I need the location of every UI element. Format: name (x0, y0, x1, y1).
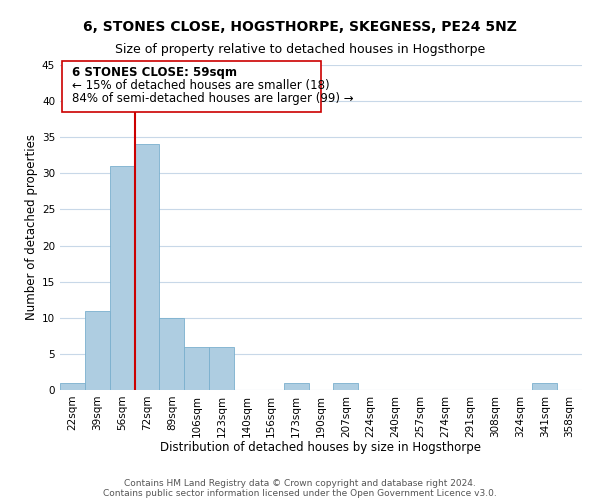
Text: ← 15% of detached houses are smaller (18): ← 15% of detached houses are smaller (18… (73, 80, 330, 92)
Text: 6 STONES CLOSE: 59sqm: 6 STONES CLOSE: 59sqm (73, 66, 238, 80)
Bar (160, 318, 184, 390)
Bar (184, 346, 209, 390)
Text: Contains public sector information licensed under the Open Government Licence v3: Contains public sector information licen… (103, 488, 497, 498)
Bar (134, 144, 160, 390)
Bar (334, 383, 358, 390)
Text: Size of property relative to detached houses in Hogsthorpe: Size of property relative to detached ho… (115, 42, 485, 56)
Text: 84% of semi-detached houses are larger (99) →: 84% of semi-detached houses are larger (… (73, 92, 354, 106)
Text: 6, STONES CLOSE, HOGSTHORPE, SKEGNESS, PE24 5NZ: 6, STONES CLOSE, HOGSTHORPE, SKEGNESS, P… (83, 20, 517, 34)
Bar (532, 383, 557, 390)
Bar (209, 346, 234, 390)
Bar (85, 310, 110, 390)
Bar (110, 166, 134, 390)
Bar (284, 383, 308, 390)
Bar (60, 383, 85, 390)
Bar (62, 62, 321, 112)
Text: Contains HM Land Registry data © Crown copyright and database right 2024.: Contains HM Land Registry data © Crown c… (124, 478, 476, 488)
Y-axis label: Number of detached properties: Number of detached properties (25, 134, 38, 320)
X-axis label: Distribution of detached houses by size in Hogsthorpe: Distribution of detached houses by size … (161, 441, 482, 454)
